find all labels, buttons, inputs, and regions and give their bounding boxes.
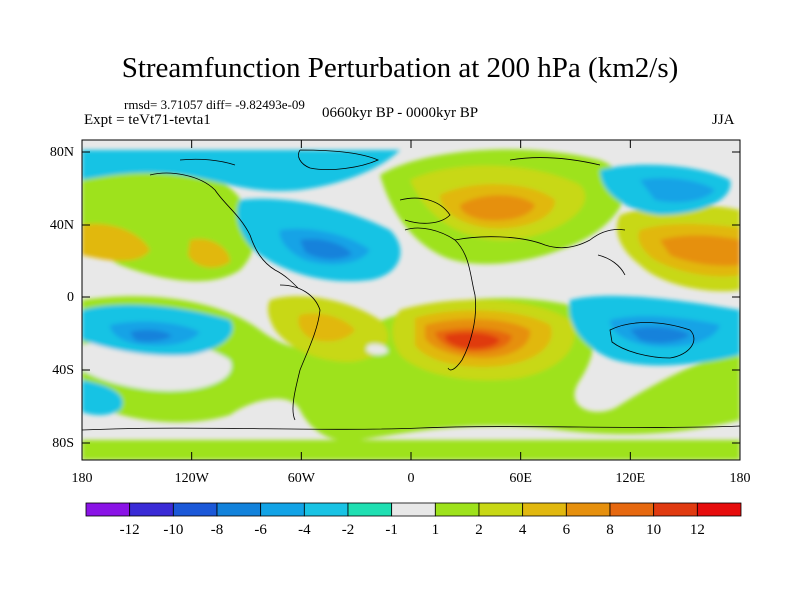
x-tick-120e: 120E [616,471,646,486]
colorbar-label: 4 [519,522,527,538]
colorbar-label: -12 [120,522,140,538]
colorbar-swatch [653,502,698,517]
y-tick-80s: 80S [52,436,74,451]
colorbar-label: 10 [646,522,661,538]
colorbar-label: -6 [254,522,267,538]
colorbar-swatch [303,502,349,517]
x-tick-180-east: 180 [730,471,751,486]
x-tick-180-west: 180 [72,471,93,486]
colorbar-label: -8 [211,522,224,538]
colorbar-swatch [85,502,131,517]
colorbar-swatch [565,502,611,517]
y-axis-labels: 80N 40N 0 40S 80S [50,145,74,451]
colorbar-labels: -12 -10 -8 -6 -4 -2 -1 1 2 4 6 8 10 12 [120,522,705,538]
x-tick-60e: 60E [509,471,532,486]
colorbar-label: -2 [342,522,355,538]
y-tick-80n: 80N [50,145,74,160]
colorbar-swatch [260,502,305,517]
y-tick-40n: 40N [50,218,74,233]
colorbar-swatch [522,502,567,517]
colorbar-swatch [434,502,480,517]
colorbar-swatch [216,502,262,517]
colorbar-swatch [347,502,393,517]
colorbar-label: 12 [690,522,705,538]
colorbar-label: 2 [475,522,483,538]
colorbar-swatch [172,502,218,517]
x-tick-0: 0 [408,471,415,486]
axis-ticks [81,140,741,460]
colorbar-swatch [391,502,436,517]
stats-line: rmsd= 3.71057 diff= -9.82493e-09 [124,97,305,112]
colorbar-swatch [696,502,742,517]
period-label: 0660kyr BP - 0000kyr BP [322,105,479,121]
x-tick-120w: 120W [175,471,210,486]
plot-title: Streamfunction Perturbation at 200 hPa (… [121,52,679,84]
colorbar-swatch [609,502,655,517]
colorbar-label: 1 [432,522,440,538]
x-tick-60w: 60W [288,471,316,486]
colorbar-label: -4 [298,522,311,538]
y-tick-0: 0 [67,290,74,305]
season-label: JJA [712,112,735,128]
colorbar-swatch [129,502,174,517]
colorbar-label: -10 [163,522,183,538]
streamfunction-field [82,140,740,460]
colorbar-swatch [478,502,524,517]
colorbar-label: -1 [385,522,398,538]
colorbar [85,502,742,517]
colorbar-label: 6 [563,522,571,538]
coastlines [82,149,740,431]
x-axis-labels: 180 120W 60W 0 60E 120E 180 [72,471,751,486]
y-tick-40s: 40S [52,363,74,378]
experiment-label: Expt = teVt71-tevta1 [84,112,211,128]
colorbar-label: 8 [606,522,614,538]
